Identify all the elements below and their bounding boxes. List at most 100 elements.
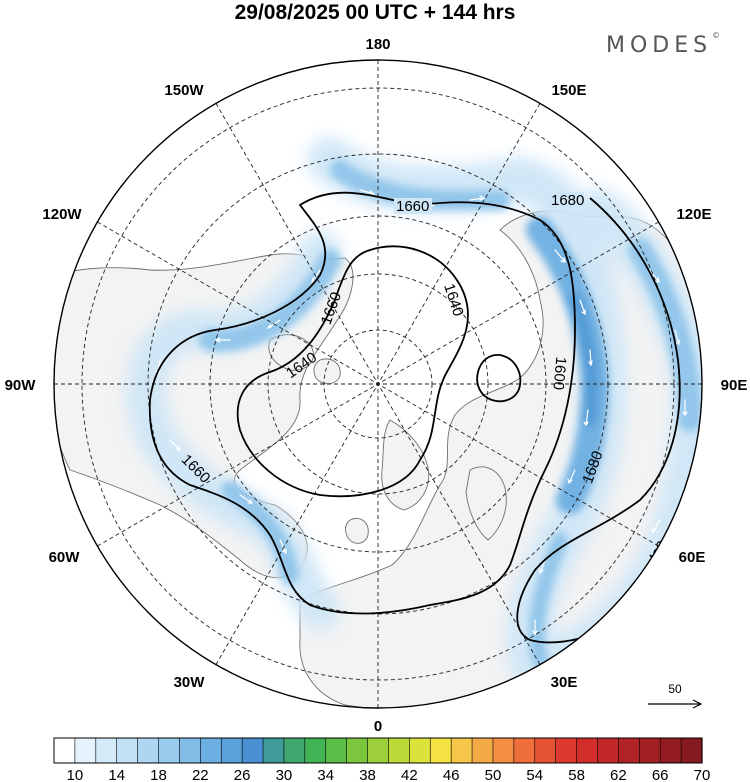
- uk-ireland-land: [345, 517, 369, 544]
- colorbar-cell: [241, 737, 264, 764]
- wind-vector: [651, 519, 661, 534]
- colorbar-cell: [597, 737, 619, 764]
- colorbar-cell: [429, 737, 452, 764]
- wind-vector: [579, 299, 586, 316]
- jet-core-mid-south: [528, 532, 568, 668]
- colorbar-label: 30: [276, 767, 293, 782]
- wind-vector: [214, 337, 231, 343]
- reference-vector: 50: [648, 682, 703, 709]
- colorbar-cell: [513, 737, 536, 764]
- colorbar-cell: [325, 737, 348, 764]
- wind-vector: [583, 409, 589, 427]
- contour-label: 1660: [396, 198, 429, 215]
- colorbar-cell: [388, 737, 410, 764]
- colorbar-cell: [200, 737, 222, 764]
- modes-logo: MODES©: [606, 31, 721, 58]
- lon-label-120e: 120E: [676, 206, 711, 223]
- lon-label-180: 180: [365, 36, 390, 53]
- colorbar-cell: [555, 737, 578, 764]
- colorbar-cell: [137, 737, 160, 764]
- lon-label-60e: 60E: [679, 549, 706, 566]
- lon-label-30e: 30E: [551, 674, 578, 691]
- wind-vector: [538, 559, 546, 575]
- colorbar-cell: [638, 737, 661, 764]
- wind-vector: [239, 494, 254, 504]
- wind-vector: [567, 469, 576, 485]
- scandinavia-land: [465, 466, 507, 541]
- colorbar-cell: [659, 737, 682, 764]
- colorbar-label: 54: [526, 767, 543, 782]
- colorbar-label: 66: [652, 767, 669, 782]
- jet-core-mid-atlantic: [221, 481, 299, 584]
- colorbar-label: 10: [67, 767, 84, 782]
- colorbar-label: 58: [568, 767, 585, 782]
- contour-1640: [236, 245, 469, 498]
- lon-label-0: 0: [374, 718, 382, 735]
- colorbar-cell: [409, 737, 431, 764]
- wind-vector: [588, 349, 593, 367]
- wind-vector: [554, 249, 566, 263]
- colorbar-label: 18: [150, 767, 167, 782]
- colorbar-label: 26: [234, 767, 251, 782]
- reference-vector-label: 50: [668, 682, 682, 696]
- colorbar: 10 14 18 22 26 30 34 38 42 46 50 54 58 62 66 70: [53, 737, 711, 782]
- copyright-mark: ©: [712, 31, 721, 40]
- wind-vector: [469, 195, 486, 201]
- colorbar-cell: [346, 737, 369, 764]
- colorbar-cell: [367, 737, 390, 764]
- colorbar-cell: [680, 737, 703, 764]
- greenland-land: [381, 419, 430, 511]
- lon-label-30w: 30W: [174, 674, 206, 691]
- colorbar-cell: [179, 737, 201, 764]
- wind-vector: [674, 329, 680, 346]
- colorbar-frame: [53, 737, 703, 764]
- wind-vector: [279, 539, 287, 555]
- colorbar-cell: [492, 737, 515, 764]
- lon-label-120w: 120W: [42, 206, 82, 223]
- colorbar-label: 62: [610, 767, 627, 782]
- graticule: [54, 60, 702, 708]
- colorbar-cell: [304, 737, 327, 764]
- jet-core-mid-pacific: [628, 238, 702, 432]
- lon-label-60w: 60W: [49, 549, 81, 566]
- wind-vector: [169, 439, 181, 451]
- colorbar-cell: [220, 737, 243, 764]
- lon-label-90e: 90E: [721, 377, 748, 394]
- wind-vector: [682, 399, 688, 417]
- contour-low-circle: [476, 354, 522, 403]
- colorbar-cell: [74, 737, 97, 764]
- colorbar-cell: [450, 737, 473, 764]
- colorbar-cell: [53, 737, 76, 764]
- colorbar-cell: [283, 737, 306, 764]
- jet-core-strong-siberia: [568, 293, 599, 427]
- map-title: 29/08/2025 00 UTC + 144 hrs: [234, 1, 516, 24]
- colorbar-cell: [534, 737, 557, 764]
- wind-vector: [532, 619, 538, 636]
- colorbar-cell: [95, 737, 118, 764]
- meridian-120e-60w: [97, 221, 659, 547]
- wind-vector: [649, 269, 660, 283]
- longitude-labels: 180 150E 120E 90E 60E 30E 0 30W 60W 90W …: [5, 36, 748, 735]
- contour-label: 1600: [549, 356, 569, 391]
- colorbar-cell: [116, 737, 139, 764]
- contour-1660: [148, 191, 576, 615]
- colorbar-label: 38: [359, 767, 376, 782]
- colorbar-label: 50: [485, 767, 502, 782]
- colorbar-label: 42: [401, 767, 418, 782]
- colorbar-cell: [618, 737, 640, 764]
- colorbar-cell: [158, 737, 181, 764]
- colorbar-cell: [262, 737, 285, 764]
- globe-outline: [53, 59, 703, 709]
- arrow-head-icon: [692, 699, 703, 709]
- brand-text: MODES: [606, 33, 713, 58]
- colorbar-label: 70: [694, 767, 711, 782]
- wind-vectors: [155, 189, 688, 636]
- colorbar-label: 22: [192, 767, 209, 782]
- lon-label-90w: 90W: [5, 377, 37, 394]
- colorbar-cell: [576, 737, 599, 764]
- colorbar-cell: [471, 737, 494, 764]
- colorbar-label: 34: [317, 767, 334, 782]
- lon-label-150e: 150E: [551, 82, 586, 99]
- colorbar-label: 46: [443, 767, 460, 782]
